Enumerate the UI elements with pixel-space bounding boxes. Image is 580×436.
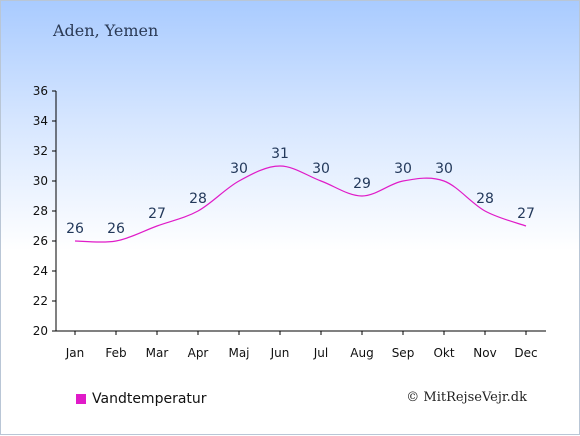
data-label: 29 — [353, 176, 371, 192]
x-tick-label: Jun — [270, 346, 290, 360]
data-label: 28 — [476, 191, 494, 207]
legend-swatch — [76, 394, 86, 404]
data-label: 30 — [312, 161, 330, 177]
legend: Vandtemperatur — [76, 390, 207, 408]
y-tick-label: 36 — [33, 84, 48, 98]
x-tick-label: Sep — [392, 346, 415, 360]
data-label: 28 — [189, 191, 207, 207]
y-tick-label: 34 — [33, 114, 48, 128]
data-label: 30 — [230, 161, 248, 177]
data-label: 30 — [435, 161, 453, 177]
x-tick-label: Okt — [433, 346, 454, 360]
legend-label: Vandtemperatur — [92, 391, 207, 407]
x-tick-label: Jul — [313, 346, 328, 360]
data-label: 30 — [394, 161, 412, 177]
y-tick-label: 30 — [33, 174, 48, 188]
data-label: 27 — [517, 206, 535, 222]
y-tick-label: 26 — [33, 234, 48, 248]
x-tick-label: Maj — [228, 346, 249, 360]
x-tick-label: Jan — [65, 346, 85, 360]
x-tick-label: Aug — [350, 346, 373, 360]
y-tick-label: 28 — [33, 204, 48, 218]
x-tick-label: Nov — [473, 346, 496, 360]
data-label: 26 — [107, 221, 125, 237]
y-tick-label: 20 — [33, 324, 48, 338]
data-label: 31 — [271, 146, 289, 162]
y-tick-label: 32 — [33, 144, 48, 158]
x-tick-label: Mar — [146, 346, 169, 360]
copyright: © MitRejseVejr.dk — [406, 390, 527, 405]
x-tick-label: Apr — [188, 346, 209, 360]
x-tick-label: Dec — [514, 346, 537, 360]
data-label: 27 — [148, 206, 166, 222]
location-title: Aden, Yemen — [53, 21, 159, 40]
data-label: 26 — [66, 221, 84, 237]
series-line-vandtemperatur — [74, 165, 527, 243]
x-tick-label: Feb — [105, 346, 126, 360]
y-tick-label: 24 — [33, 264, 48, 278]
y-tick-label: 22 — [33, 294, 48, 308]
